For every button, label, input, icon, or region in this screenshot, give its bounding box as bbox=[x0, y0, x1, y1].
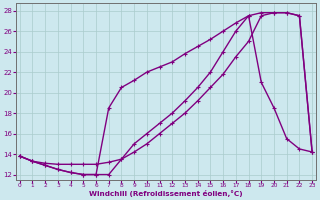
X-axis label: Windchill (Refroidissement éolien,°C): Windchill (Refroidissement éolien,°C) bbox=[89, 190, 243, 197]
